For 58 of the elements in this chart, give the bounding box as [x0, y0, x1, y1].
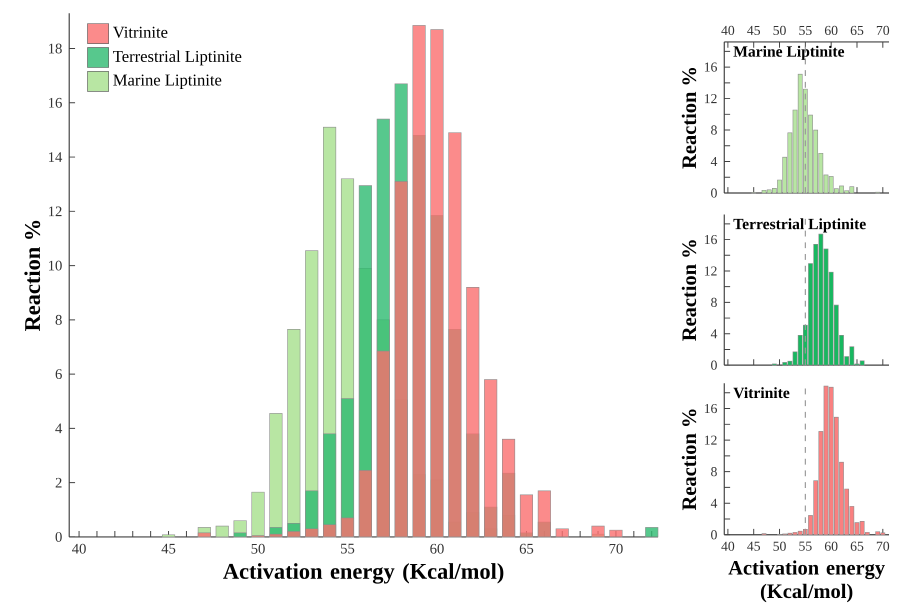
y-tick-label: 0	[56, 532, 62, 542]
y-tick-label: 2	[56, 478, 62, 488]
y-tick-label: 12	[704, 436, 717, 445]
x-tick-label: 45	[162, 544, 176, 554]
y-tick-label: 16	[704, 62, 717, 72]
y-tick-label: 6	[56, 369, 62, 380]
y-tick-label: 18	[48, 44, 62, 54]
x-tick-label: 55	[799, 26, 812, 36]
chart-title: Terrestrial Liptinite	[733, 218, 866, 233]
chart-title: Vitrinite	[733, 387, 790, 398]
x-tick-label: 70	[876, 542, 890, 551]
y-tick-label: 16	[704, 404, 717, 414]
y-axis-title: Reaction %	[682, 240, 696, 342]
x-tick-label: 60	[430, 544, 444, 554]
y-tick-label: 8	[711, 126, 717, 135]
x-tick-label: 60	[824, 542, 838, 551]
x-tick-label: 50	[774, 542, 786, 551]
y-tick-label: 10	[48, 260, 62, 271]
y-tick-label: 16	[704, 235, 717, 244]
y-tick-label: 8	[711, 467, 717, 476]
y-tick-label: 12	[704, 266, 717, 276]
x-tick-label: 45	[747, 542, 760, 551]
x-tick-label: 65	[850, 542, 864, 551]
y-axis-title: Reaction %	[24, 220, 40, 332]
y-tick-label: 8	[56, 315, 62, 325]
x-tick-label: 45	[747, 26, 760, 36]
y-tick-label: 0	[711, 360, 717, 370]
x-tick-label: 65	[850, 26, 864, 36]
y-tick-label: 16	[48, 98, 62, 108]
y-tick-label: 12	[704, 94, 717, 104]
legend-label: Terrestrial Liptinite	[113, 50, 242, 66]
x-tick-label: 70	[610, 544, 623, 554]
x-tick-label: 60	[824, 26, 838, 36]
x-tick-label: 40	[72, 544, 86, 554]
y-tick-label: 4	[710, 329, 718, 338]
x-tick-label: 50	[252, 544, 265, 554]
x-tick-label: 50	[774, 26, 786, 36]
chart-title: Marine Liptinite	[733, 46, 844, 60]
x-tick-label: 65	[520, 544, 534, 554]
y-tick-label: 0	[711, 530, 717, 540]
legend-label: Marine Liptinite	[113, 74, 222, 90]
x-tick-label: 40	[721, 26, 734, 36]
y-tick-label: 0	[711, 188, 717, 198]
x-axis-title: Activation energy (Kcal/mol)	[223, 563, 504, 584]
y-axis-title: Reaction %	[682, 410, 696, 510]
y-tick-label: 14	[48, 152, 62, 162]
y-tick-label: 12	[48, 206, 62, 216]
x-axis-title: Activation energy (Kcal/mol)	[728, 560, 885, 602]
y-axis-title: Reaction %	[682, 68, 696, 169]
y-tick-label: 4	[710, 157, 718, 166]
x-tick-label: 55	[799, 542, 812, 551]
x-tick-label: 40	[721, 542, 734, 551]
legend-label: Vitrinite	[112, 26, 168, 38]
y-tick-label: 8	[711, 298, 717, 308]
y-tick-label: 4	[55, 424, 62, 434]
y-tick-label: 4	[710, 498, 718, 508]
x-tick-label: 55	[341, 544, 354, 554]
x-tick-label: 70	[876, 26, 890, 36]
